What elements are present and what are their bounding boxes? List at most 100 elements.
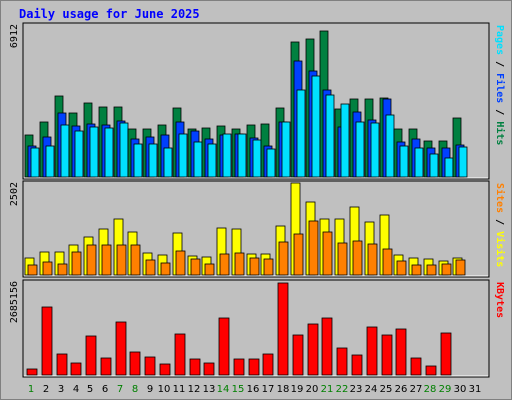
bar-kbytes-day-22 bbox=[336, 347, 348, 376]
bar-sites-day-17 bbox=[263, 258, 274, 276]
legend-separator: / bbox=[494, 55, 505, 73]
bar-sites-day-6 bbox=[101, 244, 112, 276]
bar-sites-day-18 bbox=[278, 241, 289, 276]
bar-kbytes-day-23 bbox=[351, 354, 363, 376]
bar-pages-day-8 bbox=[133, 143, 143, 178]
y-max-label-middle_panel: 2502 bbox=[9, 182, 20, 206]
bar-pages-day-1 bbox=[30, 147, 40, 178]
x-label-day-19: 19 bbox=[291, 384, 304, 395]
bar-kbytes-day-1 bbox=[26, 368, 38, 376]
y-max-label-top_panel: 6912 bbox=[9, 24, 20, 48]
bar-pages-day-2 bbox=[45, 145, 55, 178]
x-label-day-31: 31 bbox=[469, 384, 482, 395]
bar-kbytes-day-24 bbox=[366, 326, 378, 376]
bar-pages-day-13 bbox=[207, 143, 217, 178]
x-label-day-25: 25 bbox=[380, 384, 393, 395]
bar-kbytes-day-25 bbox=[381, 334, 393, 376]
x-label-day-3: 3 bbox=[58, 384, 64, 395]
bar-kbytes-day-10 bbox=[159, 363, 171, 376]
bar-kbytes-day-8 bbox=[129, 351, 141, 376]
legend-kbytes: KBytes bbox=[494, 282, 505, 318]
bar-pages-day-23 bbox=[355, 121, 365, 178]
bar-sites-day-14 bbox=[219, 253, 230, 276]
chart-title: Daily usage for June 2025 bbox=[19, 7, 200, 21]
legend-separator: / bbox=[494, 103, 505, 121]
bar-kbytes-day-27 bbox=[410, 357, 422, 376]
bar-sites-day-3 bbox=[57, 263, 68, 276]
bar-kbytes-day-18 bbox=[277, 282, 289, 376]
bar-sites-day-28 bbox=[426, 264, 437, 276]
bar-pages-day-26 bbox=[399, 145, 409, 178]
bar-sites-day-13 bbox=[204, 263, 215, 276]
bar-pages-day-5 bbox=[89, 126, 99, 178]
bar-sites-day-21 bbox=[322, 231, 333, 276]
bar-pages-day-28 bbox=[429, 153, 439, 178]
bar-sites-day-24 bbox=[367, 243, 378, 276]
x-label-day-22: 22 bbox=[336, 384, 349, 395]
bar-pages-day-25 bbox=[385, 114, 395, 178]
bar-pages-day-7 bbox=[119, 122, 129, 178]
bar-pages-day-15 bbox=[237, 133, 247, 178]
bar-kbytes-day-6 bbox=[100, 357, 112, 376]
bar-sites-day-25 bbox=[382, 248, 393, 276]
bar-pages-day-4 bbox=[74, 130, 84, 178]
bar-sites-day-30 bbox=[455, 259, 466, 276]
bar-sites-day-4 bbox=[71, 251, 82, 276]
bar-pages-day-3 bbox=[60, 124, 70, 178]
x-label-day-11: 11 bbox=[173, 384, 186, 395]
bar-sites-day-22 bbox=[337, 242, 348, 276]
x-label-day-26: 26 bbox=[395, 384, 408, 395]
bar-sites-day-27 bbox=[411, 264, 422, 276]
legend-top_panel: Pages / Files / Hits bbox=[494, 25, 506, 145]
bar-kbytes-day-19 bbox=[292, 334, 304, 376]
x-label-day-2: 2 bbox=[43, 384, 49, 395]
bar-kbytes-day-9 bbox=[144, 356, 156, 376]
chart-bars bbox=[24, 30, 468, 376]
legend-visits: Visits bbox=[494, 231, 506, 267]
bar-kbytes-day-12 bbox=[189, 358, 201, 376]
y-axis-max-labels: 6912 2502 2685156 bbox=[9, 24, 20, 323]
bar-sites-day-19 bbox=[293, 233, 304, 276]
bar-sites-day-9 bbox=[145, 259, 156, 276]
bar-kbytes-day-20 bbox=[307, 323, 319, 376]
bar-kbytes-day-4 bbox=[70, 362, 82, 376]
legend-pages: Pages bbox=[494, 25, 505, 55]
bar-kbytes-day-3 bbox=[56, 353, 68, 376]
bar-sites-day-29 bbox=[441, 263, 452, 276]
x-label-day-30: 30 bbox=[454, 384, 467, 395]
bar-pages-day-17 bbox=[266, 148, 276, 178]
x-axis-labels: 1 2 3 4 5 6 7 8 9 10 11 12 13 14 15 16 17 18 19 20 21 22 23 24 2… bbox=[28, 384, 482, 395]
bar-pages-day-30 bbox=[458, 146, 468, 178]
x-label-day-18: 18 bbox=[277, 384, 290, 395]
bar-kbytes-day-5 bbox=[85, 335, 97, 376]
bar-sites-day-20 bbox=[308, 220, 319, 276]
bar-pages-day-6 bbox=[104, 127, 114, 178]
bar-pages-day-9 bbox=[148, 143, 158, 178]
bar-kbytes-day-11 bbox=[174, 333, 186, 376]
bar-sites-day-2 bbox=[42, 261, 53, 276]
bar-sites-day-11 bbox=[175, 250, 186, 276]
bar-kbytes-day-13 bbox=[203, 362, 215, 376]
x-label-day-5: 5 bbox=[87, 384, 93, 395]
bar-kbytes-day-14 bbox=[218, 317, 230, 376]
bar-kbytes-day-15 bbox=[233, 358, 245, 376]
bar-pages-day-14 bbox=[222, 133, 232, 178]
bar-kbytes-day-26 bbox=[395, 328, 407, 376]
x-label-day-12: 12 bbox=[188, 384, 201, 395]
bar-sites-day-1 bbox=[27, 264, 38, 276]
bar-sites-day-26 bbox=[396, 260, 407, 276]
bar-sites-day-16 bbox=[249, 257, 260, 276]
x-label-day-14: 14 bbox=[217, 384, 230, 395]
legend-labels: Pages / Files / Hits Sites / Visits KBytes bbox=[494, 25, 506, 318]
bar-kbytes-day-21 bbox=[321, 317, 333, 376]
bar-pages-day-20 bbox=[311, 75, 321, 178]
bar-sites-day-8 bbox=[130, 244, 141, 276]
bar-pages-day-29 bbox=[444, 157, 454, 178]
x-label-day-6: 6 bbox=[102, 384, 108, 395]
y-max-label-bottom_panel: 2685156 bbox=[9, 281, 20, 323]
bar-pages-day-27 bbox=[414, 147, 424, 178]
x-label-day-16: 16 bbox=[247, 384, 260, 395]
bar-pages-day-12 bbox=[193, 141, 203, 178]
legend-files: Files bbox=[494, 73, 506, 103]
